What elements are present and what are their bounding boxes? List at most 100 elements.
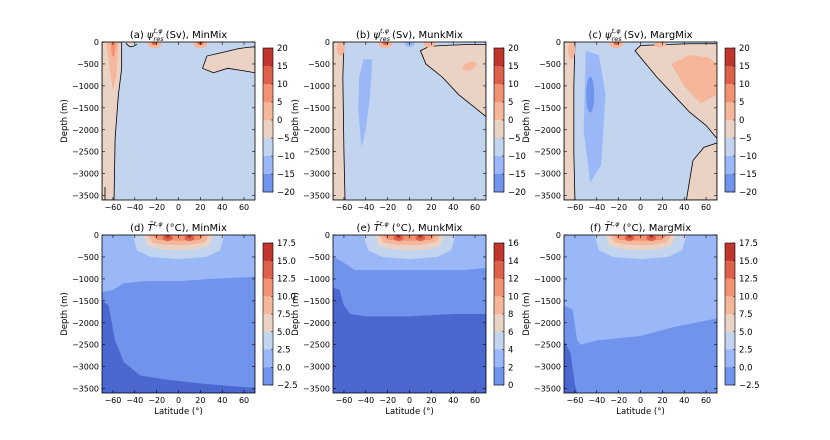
zero-contour — [125, 42, 138, 48]
colorbar-tick-label: 20 — [277, 44, 288, 54]
title-superscript: t,φ — [380, 220, 390, 228]
colorbar-segment — [263, 174, 273, 193]
y-tick-label: −500 — [77, 253, 99, 262]
colorbar-tick-label: 10 — [739, 80, 750, 90]
colorbar-segment — [263, 48, 273, 67]
colorbar-segment — [725, 243, 735, 262]
colorbar-segment — [263, 156, 273, 175]
y-axis-label: Depth (m) — [522, 99, 532, 143]
y-tick-label: 0 — [94, 38, 99, 47]
y-tick-label: 0 — [325, 231, 330, 240]
y-tick-label: −2500 — [534, 341, 561, 350]
title-symbol: ψ — [373, 30, 380, 41]
colorbar-tick-label: 0 — [508, 116, 513, 126]
colorbar-tick-label: 20 — [739, 44, 750, 54]
panel-d: (d) T̄t,φ (°C), MinMix −60 −40 −20 0 20 40 60 0 −… — [60, 220, 298, 417]
x-tick-label: −40 — [126, 396, 143, 405]
y-tick-label: −2500 — [72, 341, 99, 350]
colorbar-segment — [725, 296, 735, 315]
title-prefix: (a) — [130, 30, 147, 41]
y-tick-label: 0 — [94, 231, 99, 240]
colorbar-segment — [725, 278, 735, 297]
y-tick-label: −1000 — [303, 275, 330, 284]
colorbar-tick-label: 20 — [508, 44, 519, 54]
colorbar-segment — [725, 120, 735, 139]
y-tick-label: −3000 — [303, 170, 330, 179]
y-tick-label: −1000 — [534, 82, 561, 91]
panel-f-field — [564, 235, 717, 393]
x-tick-label: 0 — [176, 203, 181, 212]
x-tick-label: −20 — [610, 396, 627, 405]
x-tick-label: −40 — [588, 396, 605, 405]
x-tick-label: −60 — [104, 203, 121, 212]
colorbar-tick-label: 17.5 — [277, 239, 296, 249]
y-tick-label: −3000 — [72, 170, 99, 179]
title-prefix: (c) — [588, 30, 604, 41]
colorbar-segment — [263, 367, 273, 386]
temp-band-abyss — [102, 300, 255, 393]
y-tick-label: 0 — [556, 38, 561, 47]
colorbar-tick-label: 15.0 — [277, 257, 296, 267]
colorbar-tick-label: 6 — [508, 328, 513, 338]
colorbar-tick-label: 10.0 — [277, 292, 296, 302]
colorbar-tick-label: −20 — [277, 188, 295, 198]
x-tick-label: −60 — [566, 396, 583, 405]
title-superscript: t,φ — [612, 27, 622, 35]
x-tick-label: 40 — [679, 396, 689, 405]
colorbar-tick-label: 5 — [739, 98, 744, 108]
colorbar-tick-label: 17.5 — [739, 239, 758, 249]
colorbar-segment — [263, 296, 273, 315]
temp-band-mid — [333, 256, 486, 317]
y-tick-label: −2500 — [303, 148, 330, 157]
title-rest: (°C), MargMix — [619, 223, 691, 234]
y-axis-label: Depth (m) — [291, 292, 301, 336]
x-tick-label: 60 — [470, 396, 480, 405]
surface-cell-east — [423, 42, 436, 48]
colorbar-tick-label: 14 — [508, 257, 519, 267]
y-tick-label: −2500 — [534, 148, 561, 157]
warm-peak-east — [418, 235, 423, 238]
panel-b: (b) ψrest,φ (Sv), MunkMix −60 −40 −20 0 20 40 6… — [291, 27, 526, 212]
colorbar-tick-label: −10 — [277, 152, 295, 162]
colorbar-segment — [494, 84, 504, 103]
y-tick-label: −500 — [539, 60, 561, 69]
colorbar-segment — [725, 138, 735, 157]
northern-cell-core-5 — [671, 55, 717, 104]
y-tick-label: −1500 — [72, 104, 99, 113]
title-superscript: t,φ — [611, 220, 621, 228]
y-tick-label: −3500 — [303, 385, 330, 394]
x-axis-label: Latitude (°) — [154, 407, 203, 417]
colorbar-tick-label: −15 — [508, 170, 526, 180]
temp-band-abyss — [333, 287, 486, 393]
colorbar-tick-label: 10 — [277, 80, 288, 90]
y-axis-label: Depth (m) — [522, 292, 532, 336]
title-superscript: t,φ — [380, 27, 390, 35]
colorbar-segment — [494, 314, 504, 333]
southern-negative-core — [358, 59, 373, 148]
colorbar-tick-label: 0.0 — [277, 363, 291, 373]
colorbar-segment — [494, 349, 504, 368]
y-tick-label: −3000 — [534, 170, 561, 179]
x-tick-label: −20 — [379, 203, 396, 212]
y-tick-label: −3500 — [72, 385, 99, 394]
y-tick-label: −1500 — [303, 297, 330, 306]
panel-title: (c) ψrest,φ (Sv), MargMix — [588, 27, 692, 43]
x-tick-label: 60 — [239, 396, 249, 405]
x-tick-label: −60 — [566, 203, 583, 212]
colorbar-segment — [494, 48, 504, 67]
panel-c-field — [564, 42, 717, 200]
colorbar-tick-label: 7.5 — [739, 310, 753, 320]
x-tick-label: −20 — [148, 396, 165, 405]
colorbar-segment — [725, 84, 735, 103]
x-tick-label: −40 — [357, 203, 374, 212]
x-axis-label: Latitude (°) — [616, 407, 665, 417]
x-tick-label: 20 — [657, 396, 667, 405]
colorbar-segment — [263, 243, 273, 262]
x-tick-label: 60 — [470, 203, 480, 212]
title-rest: (Sv), MunkMix — [389, 30, 463, 41]
y-axis-label: Depth (m) — [60, 99, 70, 143]
colorbar-segment — [725, 102, 735, 121]
colorbar-segment — [725, 174, 735, 193]
x-tick-label: 40 — [448, 203, 458, 212]
colorbar-tick-label: 5.0 — [739, 328, 753, 338]
